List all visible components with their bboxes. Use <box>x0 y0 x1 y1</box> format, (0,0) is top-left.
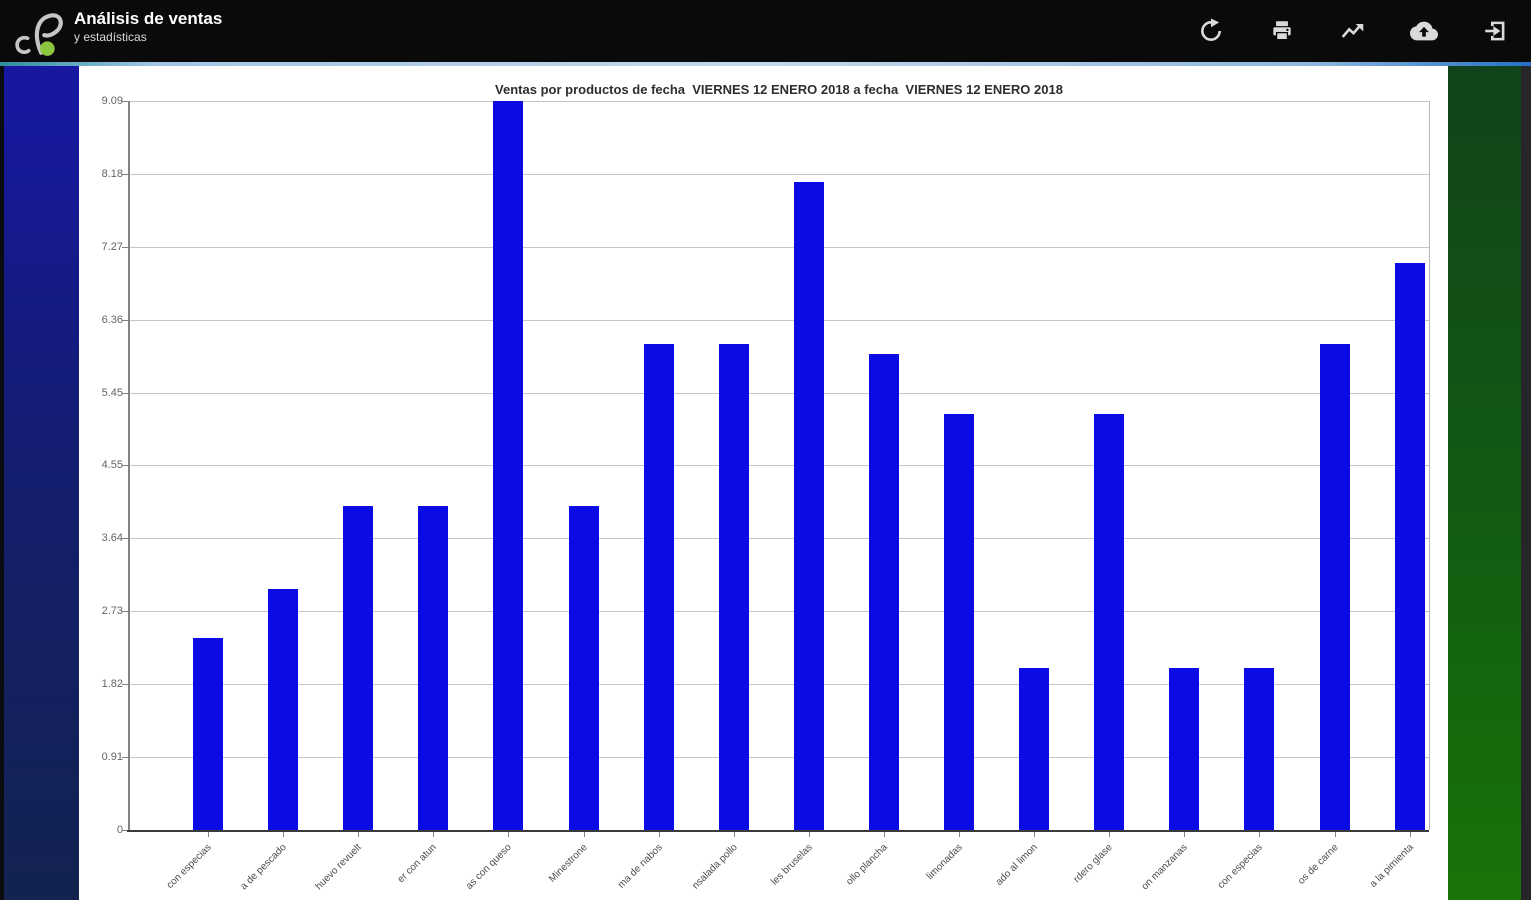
gridline <box>129 611 1429 613</box>
x-tick <box>733 832 735 837</box>
action-buttons <box>1164 7 1519 55</box>
x-tick <box>658 832 660 837</box>
y-tick <box>122 173 128 175</box>
x-tick <box>1184 832 1186 837</box>
y-tick <box>122 538 128 540</box>
chart-title: Ventas por productos de fecha VIERNES 12… <box>495 82 1063 97</box>
bar <box>1094 413 1125 830</box>
x-tick <box>508 832 510 837</box>
x-tick <box>808 832 810 837</box>
print-icon <box>1273 21 1291 41</box>
bar <box>643 344 674 830</box>
x-tick <box>883 832 885 837</box>
app-title-block: Análisis de ventas y estadísticas <box>74 9 222 44</box>
bar <box>1244 668 1275 830</box>
gridline <box>129 684 1429 686</box>
bar <box>493 101 524 830</box>
bar <box>268 589 299 830</box>
x-tick <box>433 832 435 837</box>
y-axis-line <box>128 101 130 832</box>
y-tick-label: 9.09 <box>101 95 123 107</box>
x-tick <box>1409 832 1411 837</box>
x-tick <box>208 832 209 837</box>
y-tick <box>122 101 128 102</box>
left-gradient-strip <box>4 66 79 900</box>
bar <box>1319 344 1350 830</box>
y-tick-label: 2.73 <box>101 605 123 618</box>
y-tick-label: 0.91 <box>101 751 123 764</box>
exit-button[interactable] <box>1471 7 1519 55</box>
x-tick <box>959 832 960 837</box>
exit-icon <box>1485 21 1505 41</box>
refresh-icon <box>1201 18 1221 41</box>
x-tick <box>1259 832 1261 837</box>
gridline <box>129 538 1429 540</box>
y-tick <box>122 465 128 467</box>
bar <box>343 506 374 830</box>
left-frame-border <box>0 66 4 900</box>
x-tick <box>1109 832 1111 837</box>
bar <box>1019 668 1050 830</box>
y-tick <box>122 392 128 394</box>
stats-button[interactable] <box>1329 7 1377 55</box>
app-title: Análisis de ventas <box>74 9 223 28</box>
gridline <box>129 465 1429 467</box>
y-tick <box>122 757 128 759</box>
bar <box>568 506 599 830</box>
gridline <box>129 757 1429 759</box>
bar <box>418 506 449 830</box>
app-bar: Análisis de ventas y estadísticas <box>0 0 1531 62</box>
y-tick <box>122 830 128 831</box>
bar <box>1169 668 1200 830</box>
app-logo-icon <box>15 13 63 56</box>
print-button[interactable] <box>1258 7 1306 55</box>
y-tick-label: 8.18 <box>101 167 123 180</box>
x-tick <box>1334 832 1336 837</box>
bar <box>868 353 899 830</box>
bar <box>718 344 749 830</box>
y-tick <box>122 684 128 686</box>
y-tick-label: 0 <box>116 824 123 836</box>
y-tick-label: 5.45 <box>101 386 123 399</box>
cloud-upload-button[interactable] <box>1400 7 1448 55</box>
chart-panel: Ventas por productos de fecha VIERNES 12… <box>79 66 1448 900</box>
gridline <box>129 319 1429 321</box>
y-tick-label: 6.36 <box>101 313 123 326</box>
x-tick <box>583 832 585 837</box>
x-tick <box>283 832 285 837</box>
y-tick-label: 4.55 <box>101 459 123 472</box>
right-frame-border <box>1521 66 1531 900</box>
bar-chart: 0 0.91 1.82 2.73 3.64 4.55 5.45 6.36 7.27 8.18 9.0… <box>79 66 1448 900</box>
y-tick <box>122 611 128 613</box>
bar <box>1394 263 1425 830</box>
y-tick-label: 1.82 <box>101 678 123 691</box>
bar <box>793 182 824 830</box>
refresh-button[interactable] <box>1187 7 1235 55</box>
gridline <box>129 101 1429 102</box>
right-gradient-strip <box>1448 66 1521 900</box>
y-tick-label: 3.64 <box>101 532 123 545</box>
y-tick <box>122 319 128 321</box>
accent-line <box>0 62 1531 66</box>
bar <box>944 413 974 830</box>
y-tick <box>122 246 128 248</box>
x-tick <box>358 832 360 837</box>
x-tick <box>1034 832 1036 837</box>
x-axis-line <box>127 830 1429 832</box>
y-tick-label: 7.27 <box>101 240 123 253</box>
gridline <box>129 392 1429 394</box>
stats-trend-icon <box>1341 23 1364 38</box>
bar <box>193 637 223 830</box>
cloud-upload-icon <box>1410 21 1438 41</box>
x-tick-label: con especias <box>164 842 214 892</box>
plot-right-border <box>1429 101 1430 830</box>
gridline <box>129 173 1429 175</box>
app-subtitle: y estadísticas <box>74 29 147 44</box>
gridline <box>129 246 1429 248</box>
